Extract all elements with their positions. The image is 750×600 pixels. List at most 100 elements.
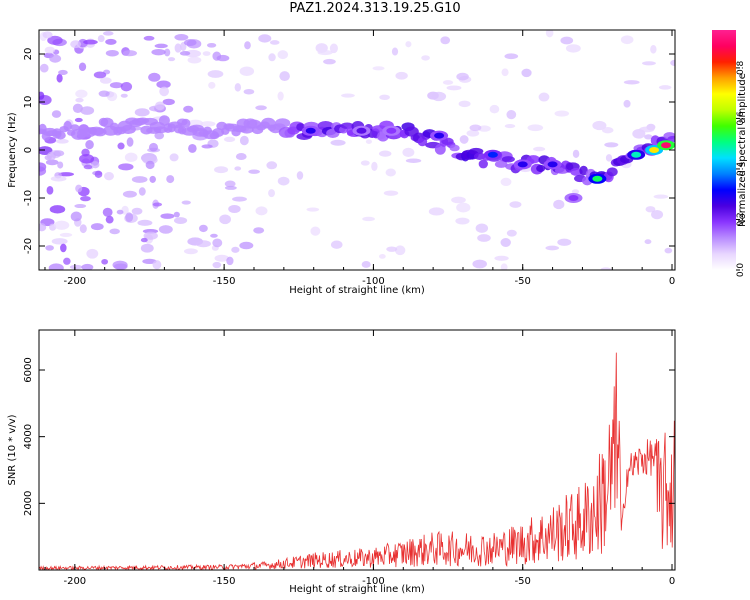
spectrogram-noise: [75, 184, 83, 193]
spectrogram-noise: [105, 49, 119, 57]
top-ytick-label: 0: [23, 147, 34, 153]
spectrogram-noise: [59, 232, 73, 237]
spectrogram-noise: [70, 211, 82, 222]
spectrogram-noise: [602, 127, 614, 134]
spectrogram-noise: [162, 98, 175, 106]
spectrogram-ridge: [478, 159, 488, 169]
spectrogram-noise: [605, 154, 613, 162]
bottom-xtick-label: -150: [213, 576, 236, 587]
spectrogram-noise: [152, 260, 162, 270]
spectrogram-hotspot-core: [356, 127, 367, 134]
spectrogram-noise: [506, 229, 517, 237]
bottom-xtick-label: -50: [515, 576, 531, 587]
spectrogram-hotspot-core: [568, 195, 579, 201]
spectrogram-noise: [451, 196, 466, 204]
colorbar-tick-label: 0.0: [736, 263, 746, 278]
spectrogram-noise: [94, 170, 103, 178]
spectrogram-noise: [105, 38, 117, 45]
spectrogram-noise: [126, 137, 134, 147]
spectrogram-noise: [44, 46, 56, 54]
spectrogram-noise: [70, 40, 82, 49]
spectrogram-noise: [195, 240, 211, 248]
spectrogram-noise: [120, 93, 128, 98]
spectrogram-noise: [116, 209, 124, 215]
spectrogram-noise: [168, 57, 176, 62]
spectrogram-noise: [81, 263, 94, 270]
spectrogram-noise: [565, 44, 581, 53]
spectrogram-noise: [560, 36, 574, 45]
spectrogram-noise: [174, 34, 189, 41]
spectrogram-noise: [151, 48, 166, 56]
spectrogram-noise: [45, 159, 59, 166]
spectrogram-noise: [269, 40, 280, 45]
spectrogram-noise: [428, 207, 445, 216]
spectrogram-noise: [572, 149, 580, 158]
spectrogram-noise: [504, 123, 516, 129]
spectrogram-noise: [494, 255, 509, 261]
spectrogram-noise: [74, 117, 83, 123]
top-xtick-label: -150: [213, 276, 236, 287]
spectrogram-noise: [379, 94, 390, 100]
spectrogram-noise: [102, 207, 113, 217]
snr-series-line: [39, 352, 675, 570]
spectrogram-noise: [362, 216, 375, 222]
spectrogram-noise: [442, 80, 454, 85]
spectrogram-noise: [365, 139, 372, 144]
spectrogram-noise: [201, 144, 213, 149]
spectrogram-noise: [592, 120, 607, 131]
spectrogram-ridge: [55, 131, 66, 140]
spectrogram-noise: [45, 245, 54, 251]
spectrogram-ridge: [526, 155, 541, 164]
spectrogram-noise: [506, 110, 517, 120]
spectrogram-noise: [239, 241, 254, 250]
spectrogram-noise: [152, 202, 163, 207]
spectrogram-noise: [181, 200, 191, 205]
spectrogram-ridge: [212, 127, 225, 137]
spectrogram-noise: [140, 243, 154, 253]
spectrogram-ridge: [63, 120, 72, 132]
spectrogram-noise: [266, 161, 278, 170]
spectrogram-ridge: [494, 160, 508, 168]
spectrogram-noise: [75, 89, 88, 98]
spectrogram-noise: [134, 108, 150, 117]
spectrogram-hotspot-core: [386, 127, 397, 134]
colorbar-label: Normalized spectral amplitude: [737, 73, 748, 227]
bottom-xtick-label: -100: [362, 576, 385, 587]
spectrogram-noise: [79, 224, 87, 234]
spectrogram-noise: [306, 207, 320, 212]
spectrogram-noise: [118, 163, 134, 171]
spectrogram-noise: [148, 72, 161, 82]
spectrogram-noise: [670, 59, 675, 67]
spectrogram-noise: [500, 177, 512, 187]
spectrogram-noise: [504, 53, 519, 60]
spectrogram-noise: [456, 72, 469, 81]
spectrogram-noise: [378, 150, 392, 157]
spectrogram-noise: [183, 248, 198, 255]
spectrogram-noise: [653, 194, 669, 199]
spectrogram-noise: [79, 153, 95, 164]
spectrogram-noise: [258, 34, 272, 43]
spectrogram-noise: [557, 238, 572, 246]
spectrogram-noise: [489, 104, 500, 114]
colorbar-tick-label: 0.2: [736, 212, 746, 226]
spectrogram-noise: [239, 135, 249, 146]
spectrogram-noise: [500, 263, 508, 270]
spectrogram-noise: [323, 58, 336, 65]
spectrogram-noise: [166, 175, 175, 184]
spectrogram-noise: [533, 146, 546, 152]
spectrogram-noise: [341, 93, 355, 98]
spectrogram-noise: [232, 196, 247, 202]
spectrogram-noise: [277, 91, 284, 101]
spectrogram-noise: [509, 201, 522, 208]
bottom-ylabel: SNR (10 * v/v): [7, 414, 18, 485]
spectrogram-noise: [455, 217, 470, 225]
spectrogram-noise: [131, 207, 143, 215]
spectrogram-noise: [48, 263, 64, 270]
spectrogram-noise: [131, 176, 148, 183]
spectrogram-ridge: [121, 124, 136, 134]
spectrogram-noise: [440, 36, 451, 45]
spectrogram-noise: [93, 71, 107, 79]
spectrogram-noise: [75, 97, 84, 103]
spectrogram-noise: [623, 99, 631, 108]
spectrogram-noise: [158, 225, 173, 234]
